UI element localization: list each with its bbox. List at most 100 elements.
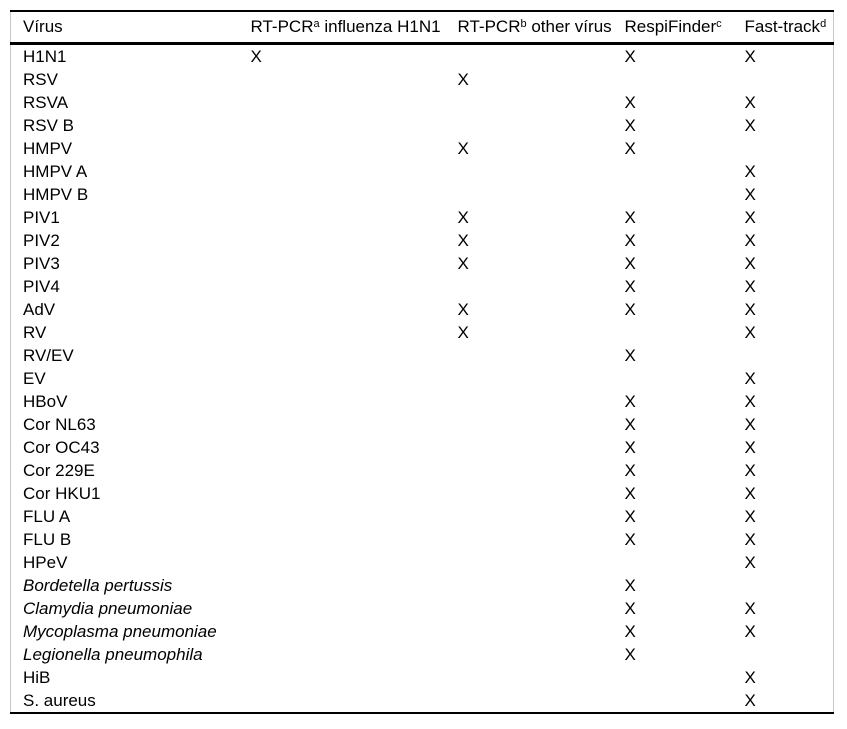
assay-empty-cell xyxy=(456,482,623,505)
assay-empty-cell xyxy=(456,505,623,528)
assay-empty-cell xyxy=(622,689,743,714)
table-row: HPeV X xyxy=(11,551,834,574)
assay-empty-cell xyxy=(249,436,456,459)
assay-mark-cell: X xyxy=(624,507,636,526)
assay-mark-cell: X xyxy=(624,116,636,135)
assay-mark-cell: X xyxy=(624,231,636,250)
virus-name: Cor OC43 xyxy=(23,438,100,457)
virus-name: RSV B xyxy=(23,116,75,135)
virus-name: PIV1 xyxy=(23,208,60,227)
assay-empty-cell xyxy=(249,137,456,160)
assay-mark-cell: X xyxy=(624,392,636,411)
column-header-fast-track: Fast-trackd xyxy=(744,17,827,36)
assay-mark-cell: X xyxy=(624,622,636,641)
assay-mark-cell: X xyxy=(457,254,469,273)
virus-name: HMPV xyxy=(23,139,73,158)
virus-name: S. aureus xyxy=(10,689,249,714)
table-row: HMPV B X xyxy=(11,183,834,206)
table-body: H1N1 X X X RSV X RSVA X X RSV B X X HMPV X X HMPV A X HMP… xyxy=(10,44,834,714)
column-header-rt-pcr-influenza: RT-PCRa influenza H1N1 xyxy=(250,17,441,36)
assay-empty-cell xyxy=(623,160,743,183)
assay-empty-cell xyxy=(249,298,456,321)
assay-empty-cell xyxy=(249,275,456,298)
table-row: HMPV X X xyxy=(11,137,834,160)
table-row: FLU B X X xyxy=(11,528,834,551)
assay-empty-cell xyxy=(743,68,834,91)
assay-empty-cell xyxy=(623,183,743,206)
virus-assay-table: Vírus RT-PCRa influenza H1N1 RT-PCRb other… xyxy=(10,10,834,714)
assay-empty-cell xyxy=(456,367,623,390)
assay-mark-cell: X xyxy=(457,323,469,342)
table-row: Clamydia pneumoniae X X xyxy=(11,597,834,620)
assay-mark-cell: X xyxy=(744,369,756,388)
table-row: Cor HKU1 X X xyxy=(11,482,834,505)
assay-empty-cell xyxy=(456,459,623,482)
assay-mark-cell: X xyxy=(744,438,756,457)
virus-name: Cor HKU1 xyxy=(23,484,101,503)
assay-mark-cell: X xyxy=(624,645,636,664)
assay-empty-cell xyxy=(249,620,456,643)
column-header-virus: Vírus xyxy=(23,17,63,36)
assay-empty-cell xyxy=(456,620,623,643)
table-row: Bordetella pertussis X xyxy=(11,574,834,597)
assay-mark-cell: X xyxy=(744,622,756,641)
assay-empty-cell xyxy=(623,367,743,390)
assay-empty-cell xyxy=(456,160,623,183)
assay-mark-cell: X xyxy=(744,208,756,227)
table-row: Cor 229E X X xyxy=(11,459,834,482)
assay-mark-cell: X xyxy=(744,599,756,618)
assay-empty-cell xyxy=(456,666,623,689)
virus-name: RV/EV xyxy=(23,346,74,365)
footnote-marker-a: a xyxy=(313,18,320,30)
assay-mark-cell: X xyxy=(744,392,756,411)
assay-mark-cell: X xyxy=(457,300,469,319)
assay-mark-cell: X xyxy=(744,47,756,66)
assay-mark-cell: X xyxy=(457,231,469,250)
table-row: FLU A X X xyxy=(11,505,834,528)
assay-mark-cell: X xyxy=(744,668,756,687)
table-row: Cor NL63 X X xyxy=(11,413,834,436)
table-row: EV X xyxy=(11,367,834,390)
table-row: RSV B X X xyxy=(11,114,834,137)
assay-empty-cell xyxy=(456,44,623,69)
assay-mark-cell: X xyxy=(624,599,636,618)
assay-empty-cell xyxy=(249,252,456,275)
virus-name: Bordetella pertussis xyxy=(23,576,173,595)
assay-empty-cell xyxy=(743,137,834,160)
assay-empty-cell xyxy=(249,643,456,666)
virus-name: AdV xyxy=(23,300,56,319)
assay-mark-cell: X xyxy=(744,300,756,319)
assay-mark-cell: X xyxy=(744,323,756,342)
virus-name: HMPV B xyxy=(23,185,89,204)
assay-mark-cell: X xyxy=(624,461,636,480)
table-row: HBoV X X xyxy=(11,390,834,413)
assay-empty-cell xyxy=(249,206,456,229)
assay-empty-cell xyxy=(623,68,743,91)
table-row: RSVA X X xyxy=(11,91,834,114)
assay-mark-cell: X xyxy=(624,300,636,319)
assay-empty-cell xyxy=(249,528,456,551)
assay-mark-cell: X xyxy=(744,93,756,112)
assay-mark-cell: X xyxy=(250,47,262,66)
assay-empty-cell xyxy=(249,505,456,528)
assay-empty-cell xyxy=(623,321,743,344)
virus-name: H1N1 xyxy=(23,47,67,66)
assay-empty-cell xyxy=(456,413,623,436)
assay-empty-cell xyxy=(249,114,456,137)
assay-empty-cell xyxy=(456,436,623,459)
assay-mark-cell: X xyxy=(744,231,756,250)
table-row: H1N1 X X X xyxy=(11,44,834,69)
assay-empty-cell xyxy=(248,689,456,714)
virus-name: PIV2 xyxy=(23,231,60,250)
assay-empty-cell xyxy=(249,344,456,367)
assay-empty-cell xyxy=(456,91,623,114)
table-row: Legionella pneumophila X xyxy=(11,643,834,666)
assay-mark-cell: X xyxy=(744,484,756,503)
assay-mark-cell: X xyxy=(744,415,756,434)
assay-empty-cell xyxy=(249,229,456,252)
virus-name: Cor NL63 xyxy=(23,415,96,434)
assay-mark-cell: X xyxy=(624,254,636,273)
assay-empty-cell xyxy=(456,574,623,597)
assay-empty-cell xyxy=(456,183,623,206)
virus-name: FLU A xyxy=(23,507,71,526)
